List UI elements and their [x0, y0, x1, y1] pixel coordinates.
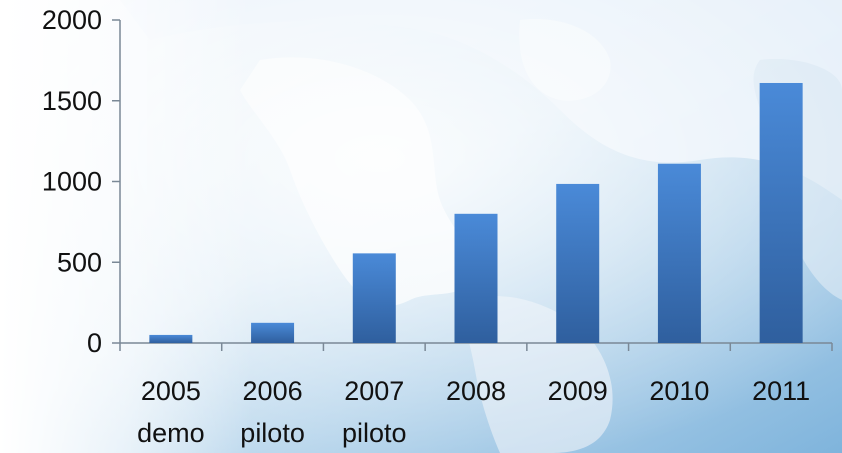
y-tick-label: 1500: [42, 86, 102, 116]
bar-2010: [657, 163, 701, 343]
x-tick-labels: 2005 demo 2006 piloto 2007 piloto 2008 2009 2010…: [137, 376, 810, 448]
y-tick-label: 500: [57, 247, 102, 277]
x-tick-label: 2008: [446, 376, 506, 406]
bar-2011: [759, 82, 803, 344]
x-tick-sublabel: demo: [137, 418, 205, 448]
bar-2008: [454, 213, 498, 343]
bar-2006: [251, 322, 295, 343]
y-tick-label: 1000: [42, 167, 102, 197]
y-tick-label: 2000: [42, 5, 102, 35]
y-tick-labels: 0 500 1000 1500 2000: [42, 5, 102, 358]
bar-2007: [352, 253, 396, 343]
x-tick-label: 2007: [344, 376, 404, 406]
bars: [149, 82, 803, 344]
x-tick-label: 2005: [141, 376, 201, 406]
x-tick-sublabel: piloto: [342, 418, 407, 448]
x-tick-label: 2010: [649, 376, 709, 406]
x-tick-label: 2011: [752, 376, 810, 406]
y-tick-label: 0: [87, 328, 102, 358]
bar-2005: [149, 334, 193, 343]
bar-2009: [556, 183, 600, 343]
x-tick-sublabel: piloto: [240, 418, 305, 448]
x-tick-label: 2009: [548, 376, 608, 406]
x-tick-label: 2006: [243, 376, 303, 406]
